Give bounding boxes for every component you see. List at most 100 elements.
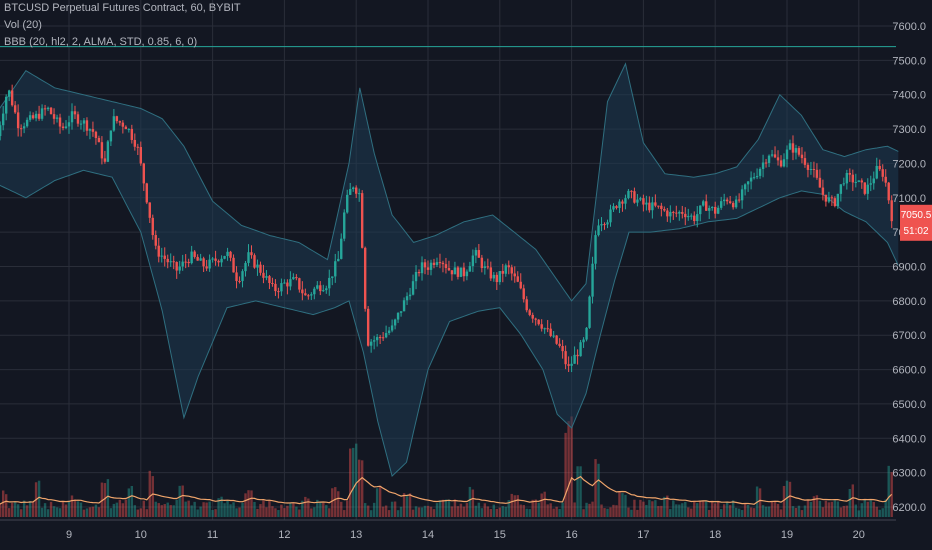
volume-bar xyxy=(70,495,74,517)
volume-bar xyxy=(600,504,603,517)
candle-body xyxy=(310,294,313,296)
candle-body xyxy=(782,159,786,167)
candle-body xyxy=(830,197,834,199)
candle-body xyxy=(576,354,579,357)
candle-body xyxy=(603,224,606,226)
candle-body xyxy=(31,115,35,119)
x-tick-label: 9 xyxy=(66,529,72,541)
candle-body xyxy=(235,272,238,282)
candle-body xyxy=(76,114,80,124)
volume-bar xyxy=(525,508,528,517)
candle-body xyxy=(552,335,555,337)
price-badge-bg xyxy=(900,204,932,241)
candle-body xyxy=(13,105,17,113)
x-tick-label: 14 xyxy=(422,529,434,541)
candle-body xyxy=(878,165,881,170)
candle-body xyxy=(731,202,735,208)
y-tick-label: 7500.0 xyxy=(892,55,926,67)
price-badge-value: 7050.5 xyxy=(901,210,932,221)
volume-bar xyxy=(19,509,23,517)
volume-bar xyxy=(480,508,484,517)
candle-body xyxy=(399,311,403,313)
volume-bar xyxy=(411,509,415,517)
candle-body xyxy=(860,180,863,183)
candle-body xyxy=(869,183,872,185)
candle-body xyxy=(378,337,382,339)
candle-body xyxy=(863,182,866,194)
volume-bar xyxy=(334,487,337,517)
candle-body xyxy=(387,330,391,334)
candle-body xyxy=(540,324,543,329)
volume-bar xyxy=(471,489,475,517)
candle-body xyxy=(250,252,253,256)
volume-bar xyxy=(462,506,466,517)
candle-body xyxy=(809,169,813,171)
candle-body xyxy=(414,272,418,282)
candle-body xyxy=(842,183,846,185)
candle-body xyxy=(118,121,122,123)
volume-bar xyxy=(343,510,346,517)
candle-body xyxy=(121,122,125,127)
price-badge-countdown: 51:02 xyxy=(903,226,928,237)
volume-bar xyxy=(447,499,451,517)
volume-bar xyxy=(812,496,816,517)
candle-body xyxy=(19,128,23,130)
candle-body xyxy=(681,211,684,214)
candle-body xyxy=(184,261,187,263)
volume-bar xyxy=(549,503,552,517)
candle-body xyxy=(621,201,624,204)
candle-body xyxy=(642,198,645,205)
volume-bar xyxy=(746,504,750,517)
candle-body xyxy=(172,261,175,263)
volume-bar xyxy=(88,507,92,517)
candle-body xyxy=(357,193,361,195)
volume-bar xyxy=(737,508,741,517)
volume-bar xyxy=(627,507,630,517)
volume-indicator-label[interactable]: Vol (20) xyxy=(4,19,42,31)
volume-bar xyxy=(244,493,247,517)
candle-body xyxy=(124,126,128,130)
candle-body xyxy=(684,213,687,218)
candle-body xyxy=(758,168,762,176)
volume-bar xyxy=(178,485,181,517)
volume-bar xyxy=(693,500,696,517)
volume-bar xyxy=(633,499,636,517)
volume-bar xyxy=(492,504,496,517)
volume-bar xyxy=(349,448,352,517)
volume-bar xyxy=(232,502,235,517)
volume-bar xyxy=(127,488,131,517)
candle-body xyxy=(797,148,801,155)
volume-bar xyxy=(369,510,373,517)
candle-body xyxy=(187,261,190,264)
volume-bar xyxy=(325,505,328,517)
symbol-title[interactable]: BTCUSD Perpetual Futures Contract, 60, B… xyxy=(4,2,241,14)
volume-bar xyxy=(202,502,205,517)
volume-bar xyxy=(223,503,226,517)
candle-body xyxy=(675,212,678,214)
candle-body xyxy=(875,165,878,179)
candle-body xyxy=(223,256,226,259)
volume-bar xyxy=(872,502,875,517)
volume-bar xyxy=(666,495,669,517)
volume-bar xyxy=(761,505,765,517)
candle-body xyxy=(73,111,77,115)
volume-bar xyxy=(474,505,478,517)
volume-bar xyxy=(782,485,786,517)
bollinger-indicator-label[interactable]: BBB (20, hl2, 2, ALMA, STD, 0.85, 6, 0) xyxy=(4,36,198,48)
volume-bar xyxy=(588,503,591,517)
volume-bar xyxy=(504,506,507,517)
candle-body xyxy=(49,107,53,115)
candle-body xyxy=(271,282,274,284)
volume-bar xyxy=(61,502,65,517)
volume-bar xyxy=(866,501,869,517)
candle-body xyxy=(343,212,346,239)
volume-bar xyxy=(283,508,286,517)
volume-bar xyxy=(346,500,349,517)
volume-bar xyxy=(827,502,831,517)
candle-body xyxy=(531,314,534,319)
volume-bar xyxy=(513,495,516,517)
candle-body xyxy=(247,252,250,263)
volume-bar xyxy=(719,509,723,517)
volume-bar xyxy=(821,507,825,517)
